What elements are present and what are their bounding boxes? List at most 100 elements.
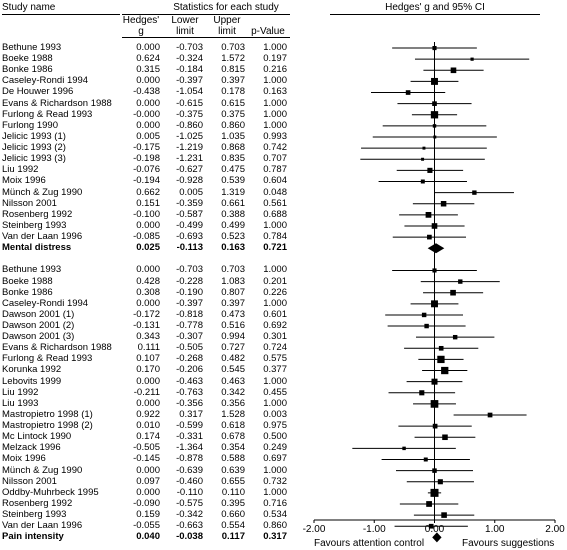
col-lower-header-1: Lower xyxy=(171,15,199,26)
lower-limit-value: -0.627 xyxy=(176,164,203,176)
hedges-g-value: 0.005 xyxy=(136,130,160,142)
study-name: Dawson 2001 (1) xyxy=(2,308,75,320)
effect-marker xyxy=(437,355,445,364)
study-name: Van der Laan 1996 xyxy=(2,231,83,243)
upper-limit-value: 0.618 xyxy=(221,420,245,432)
study-name: Evans & Richardson 1988 xyxy=(2,97,112,109)
p-value: 0.724 xyxy=(263,342,287,354)
p-value: 0.692 xyxy=(263,320,287,331)
p-value: 0.993 xyxy=(263,130,287,142)
upper-limit-value: 0.356 xyxy=(221,397,245,409)
lower-limit-value: -0.184 xyxy=(176,64,203,76)
p-value: 0.688 xyxy=(263,208,287,220)
upper-limit-value: 0.588 xyxy=(221,453,245,465)
lower-limit-value: -0.110 xyxy=(176,486,203,498)
lower-limit-value: -0.342 xyxy=(176,509,203,521)
p-value: 0.604 xyxy=(263,175,287,187)
hedges-g-value: -0.055 xyxy=(133,520,160,532)
lower-limit-value: -0.878 xyxy=(176,453,203,465)
lower-limit-value: -0.575 xyxy=(176,497,203,509)
upper-limit-value: 0.815 xyxy=(221,64,245,76)
col-g-header-1: Hedges' xyxy=(122,15,160,26)
effect-marker xyxy=(438,345,444,351)
lower-limit-value: -0.599 xyxy=(176,420,203,432)
summary-diamond xyxy=(432,532,442,543)
effect-marker xyxy=(450,289,456,296)
hedges-g-value: 0.662 xyxy=(136,186,160,198)
upper-limit-value: 1.528 xyxy=(221,408,245,420)
col-lower-header-2: limit xyxy=(176,26,194,37)
lower-limit-value: -0.763 xyxy=(176,386,203,398)
hedges-g-value: 0.010 xyxy=(136,420,160,432)
study-name: Oddby-Muhrbeck 1995 xyxy=(2,486,99,498)
upper-limit-value: 1.319 xyxy=(221,186,245,198)
study-name: Rosenberg 1992 xyxy=(2,497,73,509)
upper-limit-value: 1.083 xyxy=(221,275,245,287)
study-name: Nilsson 2001 xyxy=(2,475,57,487)
study-name: Furlong & Read 1993 xyxy=(2,108,93,120)
effect-marker xyxy=(458,279,463,284)
x-tick-label: 0.00 xyxy=(425,524,445,535)
lower-limit-value: -1.364 xyxy=(176,442,203,454)
effect-marker xyxy=(419,390,425,396)
p-value: 0.163 xyxy=(263,86,287,98)
hedges-g-value: -0.085 xyxy=(133,231,160,243)
p-value: 0.003 xyxy=(263,408,287,420)
hedges-g-value: 0.025 xyxy=(136,242,160,254)
upper-limit-value: 0.868 xyxy=(221,142,245,154)
study-name: Furlong 1990 xyxy=(2,119,58,131)
effect-marker xyxy=(437,479,443,485)
p-value: 0.197 xyxy=(263,53,287,65)
p-value: 1.000 xyxy=(263,108,287,120)
hedges-g-value: 0.159 xyxy=(136,509,160,521)
effect-marker xyxy=(470,57,474,61)
p-value: 1.000 xyxy=(263,264,287,276)
hedges-g-value: -0.000 xyxy=(133,108,160,120)
study-name: Melzack 1996 xyxy=(2,442,61,454)
study-name-header: Study name xyxy=(2,2,56,13)
plot-title: Hedges' g and 95% CI xyxy=(385,2,485,13)
study-name: Liu 1993 xyxy=(2,397,39,409)
upper-limit-value: 1.572 xyxy=(221,53,245,65)
study-name: Münch & Zug 1990 xyxy=(2,464,83,476)
upper-limit-value: 0.835 xyxy=(221,153,245,165)
effect-marker xyxy=(420,179,425,184)
effect-marker xyxy=(432,423,438,429)
p-value: 0.216 xyxy=(263,64,287,76)
study-name: Jelicic 1993 (1) xyxy=(2,130,66,142)
col-p-header: p-Value xyxy=(251,26,285,37)
favours-left-label: Favours attention control xyxy=(314,538,425,549)
hedges-g-value: 0.000 xyxy=(136,219,160,231)
upper-limit-value: 0.482 xyxy=(221,353,245,365)
stats-title: Statistics for each study xyxy=(173,2,279,13)
lower-limit-value: -0.639 xyxy=(176,464,203,476)
upper-limit-value: 0.994 xyxy=(221,331,245,343)
lower-limit-value: -0.818 xyxy=(176,308,203,320)
upper-limit-value: 0.661 xyxy=(221,197,245,209)
hedges-g-value: -0.194 xyxy=(133,175,160,187)
lower-limit-value: -1.219 xyxy=(176,142,203,154)
effect-marker xyxy=(452,334,458,340)
p-value: 0.048 xyxy=(263,186,287,198)
p-value: 1.000 xyxy=(263,297,287,309)
lower-limit-value: -0.505 xyxy=(176,342,203,354)
p-value: 1.000 xyxy=(263,97,287,109)
p-value: 0.455 xyxy=(263,386,287,398)
hedges-g-value: -0.505 xyxy=(133,442,160,454)
col-upper-header-1: Upper xyxy=(213,15,241,26)
effect-marker xyxy=(428,523,434,529)
hedges-g-value: 0.343 xyxy=(136,331,160,343)
upper-limit-value: 0.678 xyxy=(221,431,245,443)
study-name: Steinberg 1993 xyxy=(2,219,67,231)
lower-limit-value: -0.615 xyxy=(176,97,203,109)
upper-limit-value: 1.035 xyxy=(221,130,245,142)
hedges-g-value: -0.145 xyxy=(133,453,160,465)
lower-limit-value: -0.307 xyxy=(176,331,203,343)
study-name: Mastropietro 1998 (2) xyxy=(2,420,93,432)
study-name: Moix 1996 xyxy=(2,453,46,465)
hedges-g-value: 0.107 xyxy=(136,353,160,365)
x-tick-label: -1.00 xyxy=(363,524,386,535)
p-value: 0.317 xyxy=(263,531,287,543)
effect-marker xyxy=(421,157,425,161)
study-name: Evans & Richardson 1988 xyxy=(2,342,112,354)
